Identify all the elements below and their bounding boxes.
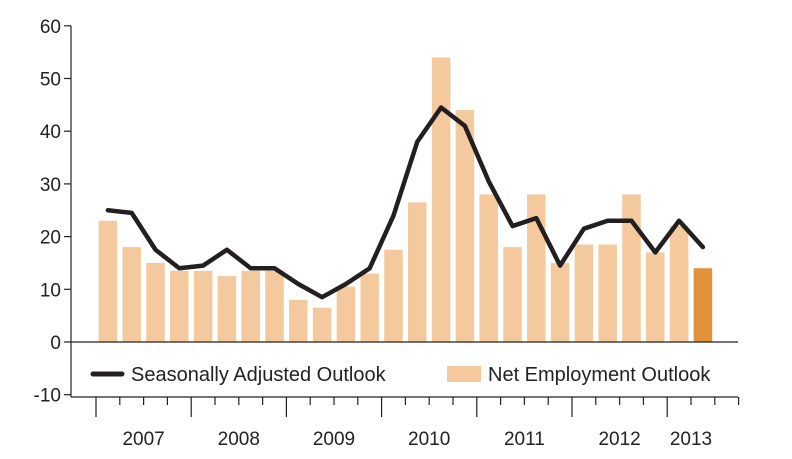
x-tick-label-2012: 2012 xyxy=(598,429,640,450)
x-tick-label-2010: 2010 xyxy=(408,429,450,450)
seasonally-adjusted-line xyxy=(105,105,706,300)
bar-22 xyxy=(598,244,617,342)
axes: -10 0 10 20 30 40 50 60 2007 2008 2009 2010 2011 2012… xyxy=(34,17,740,450)
bar-13 xyxy=(384,249,403,342)
bar-14 xyxy=(408,202,427,342)
bar-2 xyxy=(122,247,141,342)
bar-18 xyxy=(503,247,522,342)
bar-4 xyxy=(170,270,189,342)
legend-label-seasonally-adjusted: Seasonally Adjusted Outlook xyxy=(131,364,387,386)
y-tick-label: -10 xyxy=(34,386,61,407)
y-tick-label: 20 xyxy=(40,228,61,249)
legend: Seasonally Adjusted Outlook Net Employme… xyxy=(90,364,711,386)
bar-24 xyxy=(646,252,665,342)
y-tick-label: 30 xyxy=(40,175,61,196)
bar-23 xyxy=(622,194,641,342)
legend-label-net-employment: Net Employment Outlook xyxy=(488,364,711,386)
x-tick-label-2008: 2008 xyxy=(218,429,260,450)
bar-11 xyxy=(336,286,356,342)
y-tick-label: 40 xyxy=(40,122,61,143)
bar-15 xyxy=(431,57,451,343)
bar-16 xyxy=(455,110,475,343)
seasonally-adjusted-polyline xyxy=(105,105,706,300)
bar-25 xyxy=(669,226,689,342)
bar-12 xyxy=(360,273,379,342)
bar-1 xyxy=(98,220,118,342)
bar-10 xyxy=(312,307,332,342)
x-tick-label-2013: 2013 xyxy=(670,429,712,450)
bar-17 xyxy=(479,194,498,342)
bar-3 xyxy=(146,262,165,342)
bar-20 xyxy=(550,262,570,342)
bar-7 xyxy=(241,270,260,342)
x-tick-label-2009: 2009 xyxy=(313,429,355,450)
bar-21 xyxy=(574,244,594,342)
net-employment-bars xyxy=(98,57,713,343)
y-tick-label: 10 xyxy=(40,280,61,301)
bar-8 xyxy=(265,270,284,342)
y-tick-label: 50 xyxy=(40,70,61,91)
legend-bar-swatch xyxy=(447,366,481,382)
bar-26 xyxy=(693,268,713,342)
y-tick-label: 0 xyxy=(50,333,61,354)
x-tick-label-2011: 2011 xyxy=(504,429,545,450)
bar-6 xyxy=(217,276,237,343)
y-tick-label: 60 xyxy=(40,17,61,38)
x-tick-label-2007: 2007 xyxy=(122,429,164,450)
bar-9 xyxy=(289,299,308,342)
bar-5 xyxy=(193,270,213,342)
